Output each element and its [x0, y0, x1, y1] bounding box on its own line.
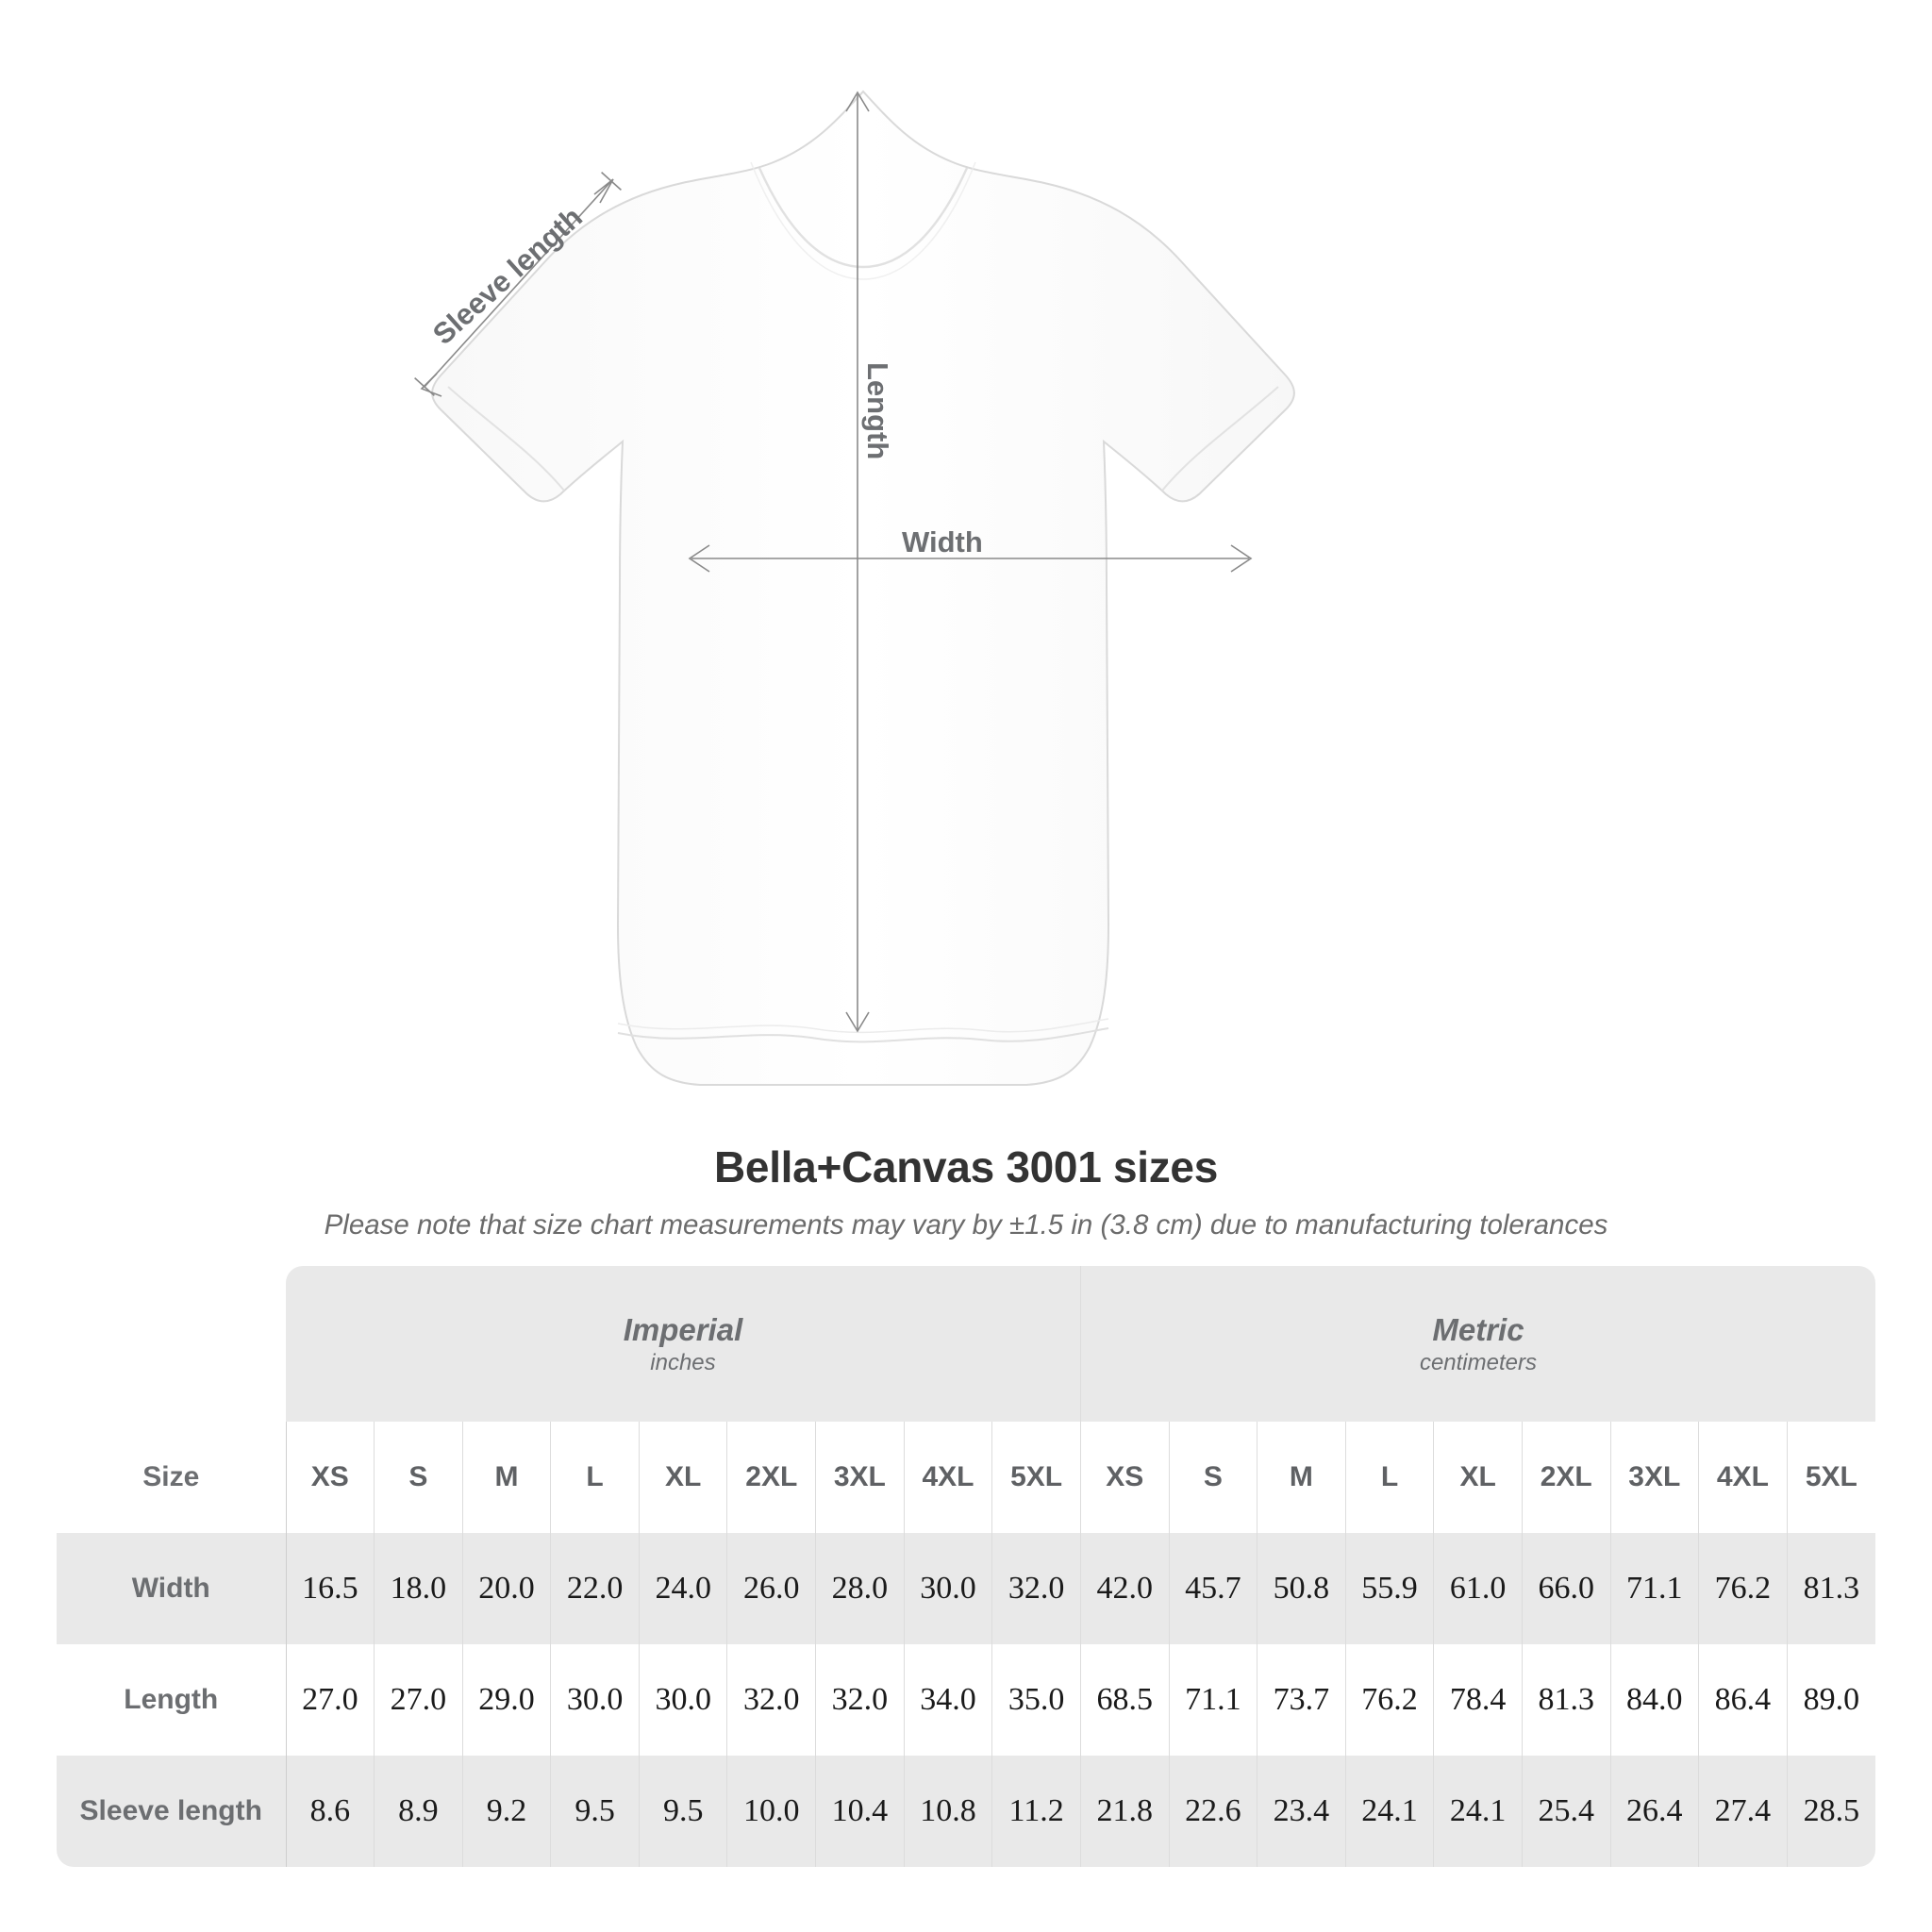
svg-text:Length: Length [861, 362, 894, 459]
svg-text:Width: Width [902, 525, 983, 558]
